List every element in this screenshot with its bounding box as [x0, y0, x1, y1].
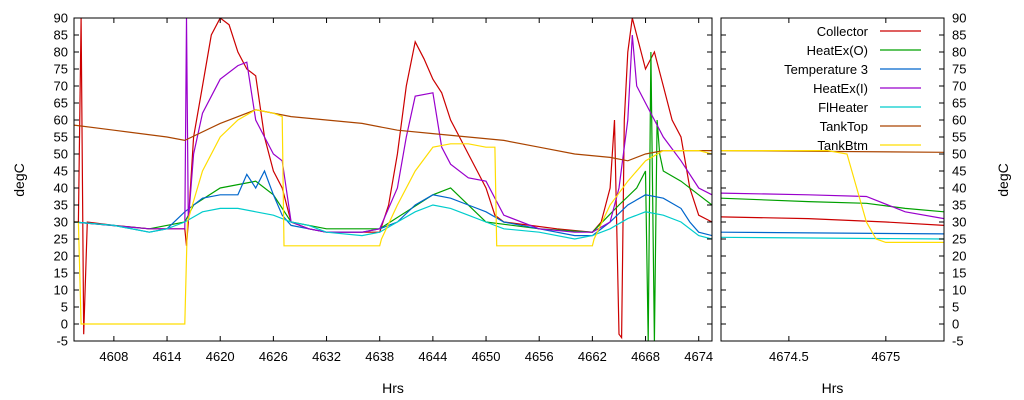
- y-tick-label: 80: [54, 45, 68, 60]
- y-tick-label: 45: [952, 164, 966, 179]
- y-axis-label-left: degC: [11, 163, 27, 196]
- y-tick-label: 5: [952, 300, 959, 315]
- y-tick-label: 65: [952, 96, 966, 111]
- y-tick-label: 20: [54, 249, 68, 264]
- x-tick-label: 4614: [153, 349, 182, 364]
- y-axis-label-right: degC: [995, 163, 1011, 196]
- legend-label: Collector: [817, 24, 869, 39]
- series-line-heatex-i--zoom: [721, 192, 944, 220]
- x-tick-label: 4626: [259, 349, 288, 364]
- y-tick-label: 25: [54, 232, 68, 247]
- y-tick-label: 25: [952, 232, 966, 247]
- y-tick-label: 35: [952, 198, 966, 213]
- x-tick-label: 4668: [631, 349, 660, 364]
- y-tick-label: -5: [952, 334, 964, 349]
- y-tick-label: 30: [952, 215, 966, 230]
- series-line-tanktop-main: [74, 109, 712, 162]
- x-tick-label: 4620: [206, 349, 235, 364]
- x-tick-label: 4674: [684, 349, 713, 364]
- legend: [880, 30, 921, 146]
- series-line-heatex-i--main: [74, 18, 712, 233]
- series-line-flheater-main: [74, 204, 712, 240]
- y-tick-label: 90: [952, 11, 966, 26]
- y-tick-label: 50: [952, 147, 966, 162]
- series-line-tankbtm-main: [74, 109, 712, 325]
- x-tick-label: 4650: [472, 349, 501, 364]
- y-tick-label: 65: [54, 96, 68, 111]
- x-tick-label: 4674.5: [769, 349, 809, 364]
- series-line-collector-main: [74, 18, 712, 340]
- plot-frame: [720, 17, 945, 342]
- legend-label: HeatEx(O): [807, 43, 868, 58]
- x-tick-label: 4662: [578, 349, 607, 364]
- y-tick-label: 75: [952, 62, 966, 77]
- y-tick-label: 60: [54, 113, 68, 128]
- y-tick-label: 0: [61, 317, 68, 332]
- x-tick-label: 4638: [365, 349, 394, 364]
- legend-label: TankTop: [820, 119, 868, 134]
- x-tick-label: 4608: [99, 349, 128, 364]
- panel-zoom: [720, 17, 945, 342]
- y-tick-label: 75: [54, 62, 68, 77]
- legend-label: HeatEx(I): [813, 81, 868, 96]
- y-tick-label: 50: [54, 147, 68, 162]
- y-tick-label: 55: [952, 130, 966, 145]
- y-tick-label: 45: [54, 164, 68, 179]
- y-tick-label: 10: [54, 283, 68, 298]
- y-tick-label: 15: [54, 266, 68, 281]
- x-axis-label: Hrs: [822, 380, 844, 396]
- series-line-heatex-o--zoom: [721, 197, 944, 213]
- y-tick-label: 35: [54, 198, 68, 213]
- series-group: [721, 150, 944, 243]
- x-tick-label: 4632: [312, 349, 341, 364]
- series-group: [74, 18, 712, 341]
- legend-label: Temperature 3: [784, 62, 868, 77]
- y-tick-label: 0: [952, 317, 959, 332]
- y-tick-label: 10: [952, 283, 966, 298]
- plot-frame: [73, 17, 713, 342]
- y-tick-label: 90: [54, 11, 68, 26]
- x-tick-label: 4675: [871, 349, 900, 364]
- series-line-tankbtm-zoom: [721, 150, 944, 243]
- x-tick-label: 4656: [525, 349, 554, 364]
- y-tick-label: 70: [952, 79, 966, 94]
- series-line-collector-zoom: [721, 216, 944, 226]
- y-tick-label: 60: [952, 113, 966, 128]
- y-tick-label: 80: [952, 45, 966, 60]
- y-tick-label: -5: [56, 334, 68, 349]
- series-line-flheater-zoom: [721, 236, 944, 240]
- y-tick-label: 85: [54, 28, 68, 43]
- y-tick-label: 5: [61, 300, 68, 315]
- y-tick-label: 40: [952, 181, 966, 196]
- legend-label: FlHeater: [818, 100, 869, 115]
- series-line-temperature-3-main: [74, 169, 712, 237]
- y-tick-label: 15: [952, 266, 966, 281]
- y-tick-label: 70: [54, 79, 68, 94]
- y-tick-label: 40: [54, 181, 68, 196]
- x-axis-label: Hrs: [382, 380, 404, 396]
- legend-label: TankBtm: [817, 138, 868, 153]
- x-tick-label: 4644: [418, 349, 447, 364]
- series-line-temperature-3-zoom: [721, 231, 944, 235]
- y-tick-label: 85: [952, 28, 966, 43]
- y-tick-label: 20: [952, 249, 966, 264]
- y-tick-label: 30: [54, 215, 68, 230]
- y-tick-label: 55: [54, 130, 68, 145]
- panel-main: [73, 17, 713, 342]
